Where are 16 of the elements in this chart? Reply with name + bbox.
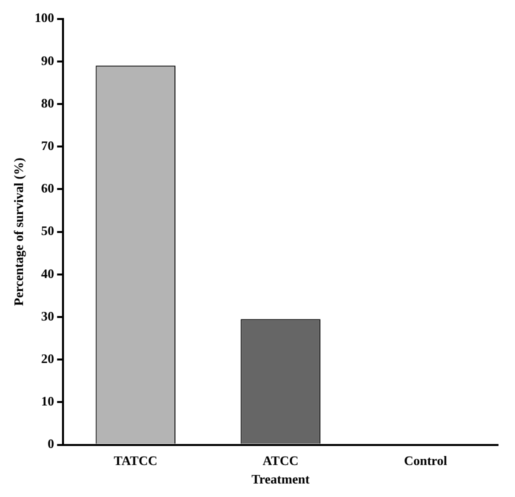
x-tick-label: Control xyxy=(404,452,448,468)
y-tick-label: 20 xyxy=(41,350,54,366)
y-axis-title: Percentage of survival (%) xyxy=(11,158,26,306)
y-tick-label: 60 xyxy=(41,180,54,196)
x-axis-title: Treatment xyxy=(252,472,310,487)
y-tick-label: 70 xyxy=(41,138,54,153)
x-tick-label: ATCC xyxy=(262,452,298,468)
y-tick-label: 0 xyxy=(48,436,54,452)
y-tick-label: 30 xyxy=(41,308,54,324)
y-tick-label: 10 xyxy=(41,394,54,409)
y-tick-label: 90 xyxy=(41,52,54,68)
y-tick-label: 80 xyxy=(41,95,54,110)
y-tick-label: 100 xyxy=(34,10,54,26)
y-tick-label: 40 xyxy=(41,266,54,281)
y-tick-label: 50 xyxy=(41,223,54,238)
x-tick-label: TATCC xyxy=(114,452,158,468)
